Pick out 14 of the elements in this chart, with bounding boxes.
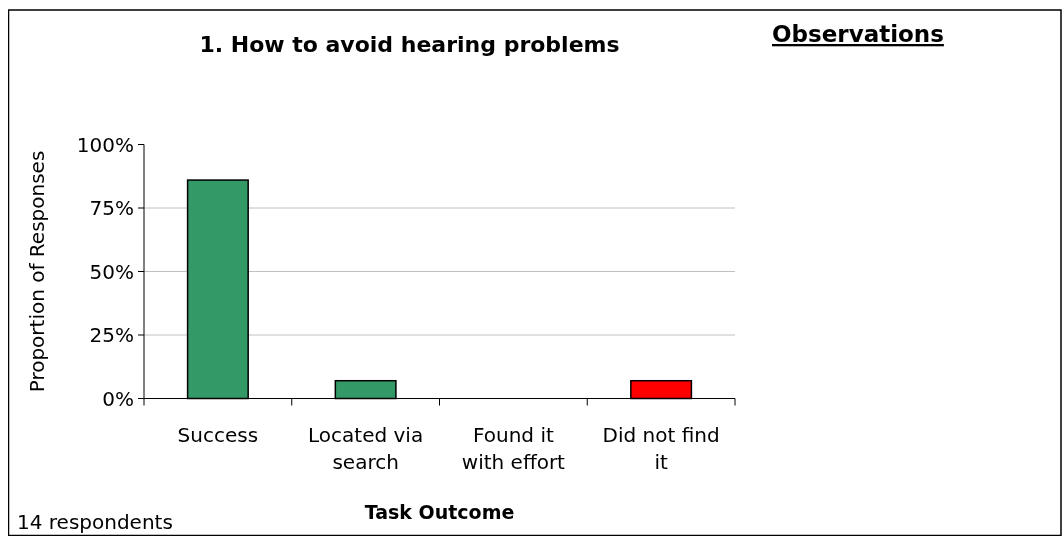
y-tick-label: 50%: [89, 259, 134, 284]
y-tick-label: 0%: [102, 386, 134, 411]
x-tick-label: Found it with effort: [461, 423, 566, 474]
chart-title: 1. How to avoid hearing problems: [199, 32, 620, 57]
x-tick-label: Success: [177, 423, 259, 447]
y-tick-label: 100%: [76, 132, 134, 157]
x-tick-label: Located via search: [308, 423, 424, 474]
text: Observations: [772, 21, 944, 47]
x-tick-label: Did not find it: [602, 423, 720, 474]
y-tick-label: 25%: [89, 323, 134, 348]
y-tick-label: 75%: [89, 196, 134, 221]
y-axis-title: Proportion of Responses: [25, 150, 49, 393]
text: 14 respondents: [17, 510, 173, 534]
x-axis-title: Task Outcome: [364, 501, 515, 523]
